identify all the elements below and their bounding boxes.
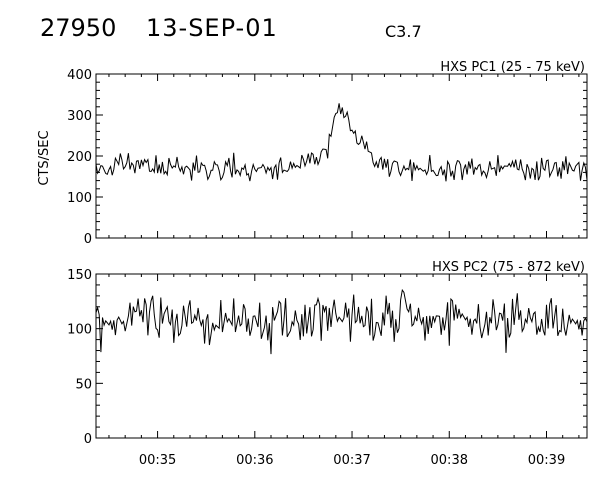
- x-tick-label: 00:39: [528, 453, 565, 468]
- y-tick-label: 150: [67, 268, 92, 283]
- y-tick-label: 300: [67, 109, 92, 124]
- plot-frame: [95, 73, 588, 239]
- y-tick-label: 100: [67, 191, 92, 206]
- panel-pc1: HXS PC1 (25 - 75 keV) CTS/SEC 0 100 200 300…: [37, 60, 588, 247]
- event-date: 13-SEP-01: [146, 14, 278, 42]
- x-tick-label: 00:35: [139, 453, 176, 468]
- x-tick-label: 00:38: [431, 453, 468, 468]
- panel-pc2-title: HXS PC2 (75 - 872 keV): [432, 260, 585, 275]
- panel-pc2: HXS PC2 (75 - 872 keV) 0 50 100 150 00:35 00:…: [67, 260, 588, 468]
- panel-pc1-title: HXS PC1 (25 - 75 keV): [440, 60, 585, 75]
- y-tick-label: 400: [67, 68, 92, 83]
- lightcurve-line-pc2: [95, 288, 588, 355]
- event-number: 27950: [40, 14, 117, 42]
- y-tick-label: 50: [75, 377, 92, 392]
- y-tick-label: 0: [84, 232, 92, 247]
- plot-frame: [95, 273, 588, 439]
- x-tick-label: 00:37: [333, 453, 370, 468]
- y-tick-label: 200: [67, 150, 92, 165]
- y-tick-label: 0: [84, 432, 92, 447]
- goes-class-label: C3.7: [385, 22, 422, 41]
- lightcurve-line-pc1: [95, 103, 588, 182]
- y-axis-label: CTS/SEC: [37, 130, 52, 185]
- y-tick-label: 100: [67, 323, 92, 338]
- x-tick-label: 00:36: [236, 453, 273, 468]
